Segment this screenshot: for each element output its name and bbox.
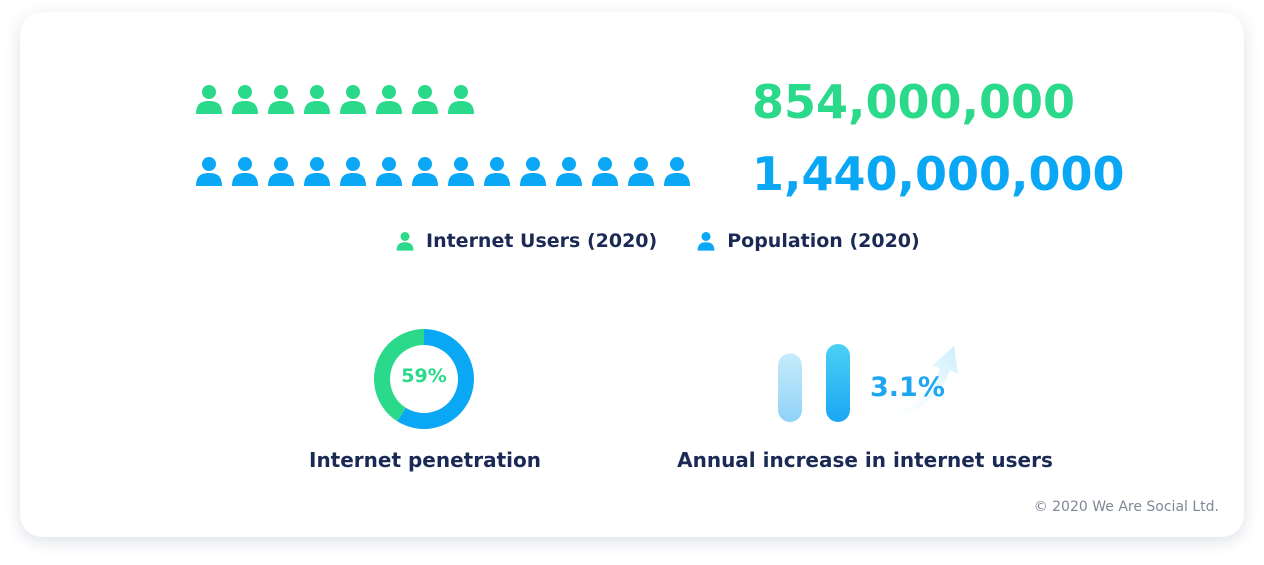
person-icon — [376, 157, 402, 186]
person-icon — [412, 85, 438, 114]
person-icon — [304, 85, 330, 114]
person-icon — [196, 157, 222, 186]
legend-item-users: Internet Users (2020) — [396, 230, 657, 252]
legend-label-population: Population (2020) — [727, 230, 920, 252]
person-icon — [340, 85, 366, 114]
person-icon — [232, 85, 258, 114]
internet-users-pictogram — [195, 84, 475, 118]
upward-arrow-icon — [864, 346, 958, 422]
donut-slice-users — [397, 329, 474, 429]
person-icon — [196, 85, 222, 114]
person-icon — [412, 157, 438, 186]
person-icon — [268, 157, 294, 186]
person-icon — [396, 232, 414, 251]
growth-value: 3.1% — [870, 372, 945, 403]
legend-item-population: Population (2020) — [697, 230, 920, 252]
person-icon — [268, 85, 294, 114]
person-icon — [448, 157, 474, 186]
infographic-card: 854,000,000 1,440,000,000 Internet Users… — [20, 12, 1244, 537]
person-icon — [592, 157, 618, 186]
growth-bar-current — [826, 344, 850, 422]
person-icon — [628, 157, 654, 186]
person-icon — [697, 232, 715, 251]
person-icon — [340, 157, 366, 186]
penetration-donut — [374, 329, 474, 429]
person-icon — [448, 85, 474, 114]
legend: Internet Users (2020) Population (2020) — [396, 230, 960, 252]
population-count: 1,440,000,000 — [752, 147, 1125, 201]
internet-users-count: 854,000,000 — [752, 75, 1076, 129]
person-icon — [304, 157, 330, 186]
person-icon — [520, 157, 546, 186]
copyright: © 2020 We Are Social Ltd. — [1033, 499, 1219, 515]
growth-caption: Annual increase in internet users — [677, 448, 1053, 472]
growth-graphic — [778, 344, 958, 422]
penetration-caption: Internet penetration — [309, 448, 541, 472]
person-icon — [376, 85, 402, 114]
population-pictogram — [195, 156, 691, 190]
person-icon — [484, 157, 510, 186]
growth-bar-previous — [778, 353, 802, 422]
donut-slice-remainder — [374, 329, 424, 422]
person-icon — [556, 157, 582, 186]
person-icon — [232, 157, 258, 186]
legend-label-users: Internet Users (2020) — [426, 230, 658, 252]
person-icon — [664, 157, 690, 186]
penetration-value: 59% — [401, 365, 447, 387]
